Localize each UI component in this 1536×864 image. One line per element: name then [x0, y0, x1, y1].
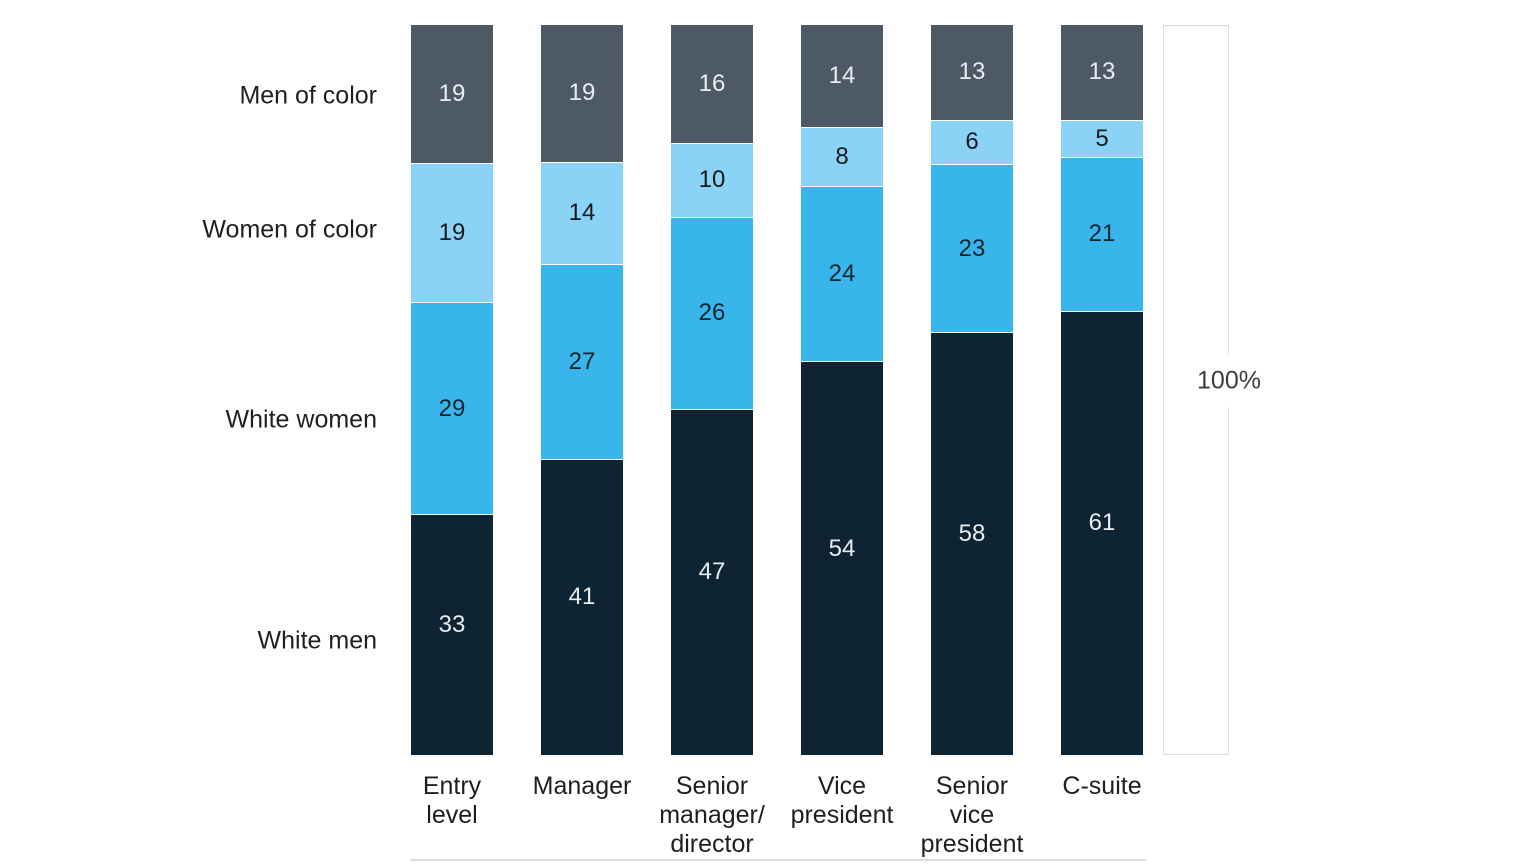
segment-men-of-color-vice-president: 14 — [801, 25, 883, 127]
segment-white-women-senior-vice-president: 23 — [931, 164, 1013, 333]
segment-white-men-c-suite: 61 — [1061, 310, 1143, 755]
category-label-line: director — [670, 830, 754, 858]
segment-women-of-color-senior-vice-president: 6 — [931, 119, 1013, 165]
segment-value: 13 — [1088, 58, 1116, 86]
segment-value: 33 — [438, 611, 466, 639]
category-label-line: Vice — [817, 772, 867, 800]
series-label-white-men: White men — [257, 626, 377, 655]
reference-100-percent-label: 100% — [1194, 354, 1264, 408]
segment-value: 19 — [568, 79, 596, 107]
segment-value: 5 — [1095, 124, 1109, 152]
segment-white-men-senior-manager-director: 47 — [671, 408, 753, 755]
segment-value: 14 — [568, 199, 596, 227]
category-label-line: manager/ — [659, 801, 765, 829]
bottom-rule — [410, 859, 1146, 861]
segment-value: 19 — [438, 219, 466, 247]
segment-men-of-color-entry-level: 19 — [411, 25, 493, 164]
bar-entry-level: 19 19 29 33 — [411, 25, 493, 755]
segment-women-of-color-senior-manager-director: 10 — [671, 142, 753, 217]
segment-value: 58 — [958, 520, 986, 548]
segment-value: 13 — [958, 58, 986, 86]
series-label-men-of-color: Men of color — [239, 81, 377, 110]
category-label-c-suite: C-suite — [1062, 772, 1141, 801]
segment-value: 23 — [958, 234, 986, 262]
segment-white-women-manager: 27 — [541, 263, 623, 459]
category-label-manager: Manager — [533, 772, 632, 801]
segment-white-women-c-suite: 21 — [1061, 156, 1143, 311]
category-label-line: Senior — [675, 772, 749, 800]
segment-women-of-color-manager: 14 — [541, 161, 623, 264]
segment-white-women-entry-level: 29 — [411, 302, 493, 515]
category-label-line: president — [920, 830, 1024, 858]
category-label-line: level — [426, 801, 478, 829]
segment-value: 41 — [568, 583, 596, 611]
segment-men-of-color-senior-vice-president: 13 — [931, 25, 1013, 120]
segment-white-men-vice-president: 54 — [801, 361, 883, 755]
segment-women-of-color-vice-president: 8 — [801, 126, 883, 186]
bar-c-suite: 13 5 21 61 — [1061, 25, 1143, 755]
segment-value: 61 — [1088, 509, 1116, 537]
segment-value: 8 — [835, 142, 849, 170]
segment-value: 54 — [828, 534, 856, 562]
category-label-vice-president: Vice president — [791, 772, 894, 830]
segment-value: 29 — [438, 394, 466, 422]
bar-senior-vice-president: 13 6 23 58 — [931, 25, 1013, 755]
segment-value: 24 — [828, 260, 856, 288]
category-label-line: Entry — [422, 772, 482, 800]
category-label-line: president — [790, 801, 894, 829]
segment-men-of-color-c-suite: 13 — [1061, 25, 1143, 120]
series-label-white-women: White women — [225, 405, 377, 434]
segment-value: 21 — [1088, 220, 1116, 248]
category-label-line: Senior — [935, 772, 1009, 800]
category-label-entry-level: Entry level — [423, 772, 481, 830]
segment-men-of-color-senior-manager-director: 16 — [671, 25, 753, 143]
segment-women-of-color-entry-level: 19 — [411, 163, 493, 303]
category-label-line: vice — [949, 801, 995, 829]
segment-white-men-senior-vice-president: 58 — [931, 332, 1013, 755]
bar-vice-president: 14 8 24 54 — [801, 25, 883, 755]
bar-senior-manager-director: 16 10 26 47 — [671, 25, 753, 755]
segment-value: 26 — [698, 299, 726, 327]
segment-men-of-color-manager: 19 — [541, 25, 623, 162]
segment-value: 14 — [828, 61, 856, 89]
segment-value: 19 — [438, 80, 466, 108]
segment-value: 10 — [698, 166, 726, 194]
segment-value: 6 — [965, 128, 979, 156]
segment-white-women-senior-manager-director: 26 — [671, 216, 753, 409]
segment-white-men-manager: 41 — [541, 458, 623, 755]
category-label-line: Manager — [532, 772, 632, 800]
category-label-line: C-suite — [1062, 772, 1142, 800]
segment-value: 27 — [568, 347, 596, 375]
segment-white-women-vice-president: 24 — [801, 185, 883, 362]
category-label-senior-vice-president: Senior vice president — [921, 772, 1024, 859]
segment-value: 47 — [698, 558, 726, 586]
series-label-women-of-color: Women of color — [202, 215, 377, 244]
bar-manager: 19 14 27 41 — [541, 25, 623, 755]
segment-white-men-entry-level: 33 — [411, 514, 493, 755]
segment-value: 16 — [698, 69, 726, 97]
segment-women-of-color-c-suite: 5 — [1061, 119, 1143, 157]
category-label-senior-manager-director: Senior manager/director — [659, 772, 765, 859]
